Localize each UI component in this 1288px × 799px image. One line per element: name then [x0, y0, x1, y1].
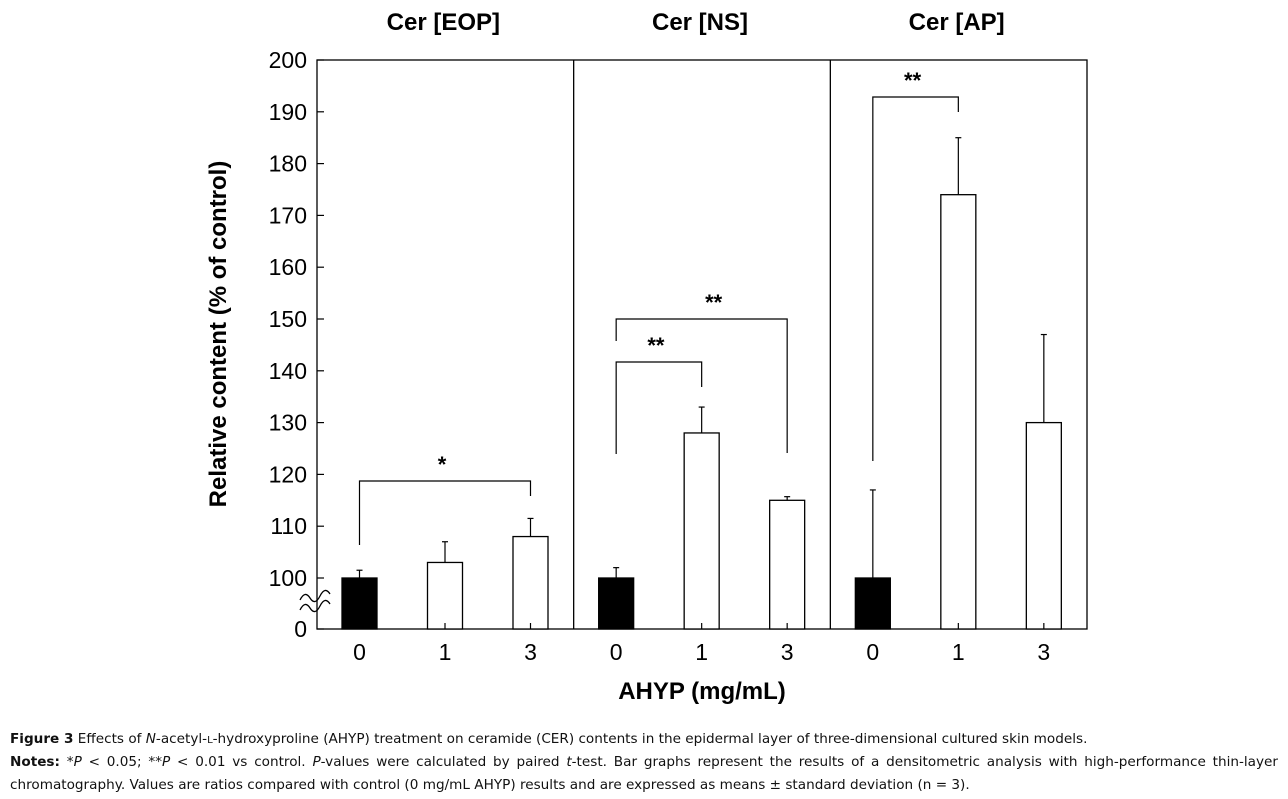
- caption-smallcaps: l: [207, 731, 213, 747]
- significance-bracket: [872, 96, 959, 461]
- bar: [940, 194, 977, 630]
- x-tick-label: 3: [524, 639, 537, 665]
- axis-break-mark: [299, 589, 331, 603]
- bar: [854, 577, 891, 630]
- significance-label: **: [647, 333, 665, 358]
- y-tick-label: 100: [269, 565, 307, 591]
- caption-italic: P: [312, 754, 321, 770]
- y-tick-label: 200: [269, 47, 307, 73]
- caption-text: Effects of: [73, 731, 146, 747]
- x-tick-label: 1: [439, 639, 452, 665]
- panel-title: Cer [EOP]: [387, 9, 500, 36]
- significance-bracket: [615, 361, 703, 454]
- x-axis-label: AHYP (mg/mL): [618, 678, 786, 705]
- caption-text: < 0.01 vs control.: [170, 754, 313, 770]
- caption-text: -acetyl-: [155, 731, 208, 747]
- y-tick-label: 0: [294, 616, 307, 642]
- caption-text: *: [59, 754, 74, 770]
- y-tick-label: 130: [269, 410, 307, 436]
- caption-italic: N: [145, 731, 156, 747]
- bar: [426, 561, 464, 630]
- bar: [341, 577, 378, 630]
- y-tick-label: 150: [269, 306, 307, 332]
- caption-text: < 0.05; **: [81, 754, 163, 770]
- significance-bracket: [615, 318, 788, 453]
- y-tick-label: 170: [269, 202, 307, 228]
- x-tick-label: 0: [353, 639, 366, 665]
- bar-chart: 0100110120130140150160170180190200Relati…: [205, 9, 1088, 705]
- y-tick-label: 140: [269, 358, 307, 384]
- caption-text: -values were calculated by paired: [320, 754, 567, 770]
- figure-caption: Figure 3 Effects of N-acetyl-l-hydroxypr…: [10, 728, 1278, 797]
- caption-italic: P: [73, 754, 82, 770]
- significance-label: **: [904, 68, 922, 93]
- y-tick-label: 190: [269, 99, 307, 125]
- y-tick-label: 180: [269, 151, 307, 177]
- x-tick-label: 1: [695, 639, 708, 665]
- significance-bracket: [358, 480, 532, 545]
- x-tick-label: 3: [781, 639, 794, 665]
- axis-break-mark: [299, 599, 331, 613]
- bar: [1025, 421, 1062, 630]
- caption-text: -hydroxyproline (AHYP) treatment on cera…: [212, 731, 1088, 747]
- y-tick-label: 110: [270, 513, 307, 539]
- caption-text: -test. Bar graphs represent the results …: [10, 754, 1278, 793]
- y-tick-label: 160: [269, 254, 307, 280]
- significance-label: **: [705, 290, 723, 315]
- caption-notes-label: Notes:: [10, 754, 60, 770]
- x-tick-label: 0: [866, 639, 879, 665]
- panel-title: Cer [NS]: [652, 9, 748, 36]
- panel-title: Cer [AP]: [909, 9, 1005, 36]
- bar: [598, 577, 635, 630]
- significance-label: *: [438, 452, 447, 477]
- caption-figure-label: Figure 3: [10, 731, 74, 747]
- y-tick-label: 120: [269, 461, 307, 487]
- y-axis-label: Relative content (% of control): [205, 161, 232, 508]
- bar: [683, 432, 720, 630]
- caption-italic: P: [162, 754, 171, 770]
- caption-italic: t: [566, 754, 572, 770]
- x-tick-label: 1: [952, 639, 965, 665]
- x-tick-label: 3: [1037, 639, 1050, 665]
- x-tick-label: 0: [610, 639, 623, 665]
- bar: [769, 499, 806, 630]
- bar: [512, 535, 549, 630]
